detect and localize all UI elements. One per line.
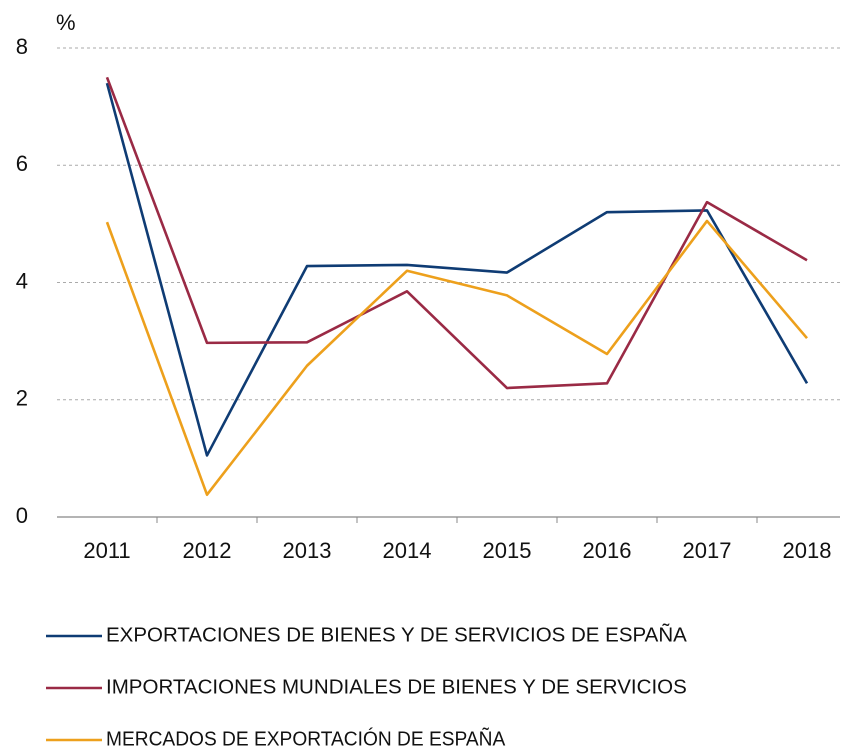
x-tick-label: 2015 [483,538,532,563]
legend-label: EXPORTACIONES DE BIENES Y DE SERVICIOS D… [106,622,687,646]
legend-label: IMPORTACIONES MUNDIALES DE BIENES Y DE S… [106,676,687,698]
x-tick-label: 2016 [583,538,632,563]
series-line [105,219,808,497]
y-tick-label: 8 [16,34,28,59]
x-tick-label: 2012 [183,538,232,563]
x-tick-label: 2013 [283,538,332,563]
series-line [105,76,808,390]
y-axis-unit: % [56,10,76,35]
legend-label: MERCADOS DE EXPORTACIÓN DE ESPAÑA [106,726,506,746]
x-tick-label: 2018 [783,538,832,563]
y-tick-label: 4 [16,268,28,293]
y-tick-label: 6 [16,151,28,176]
x-tick-label: 2017 [683,538,732,563]
x-tick-label: 2011 [83,538,130,563]
series-line [105,82,809,457]
x-tick-label: 2014 [383,538,432,563]
y-tick-label: 0 [16,503,28,528]
y-tick-label: 2 [16,386,28,411]
